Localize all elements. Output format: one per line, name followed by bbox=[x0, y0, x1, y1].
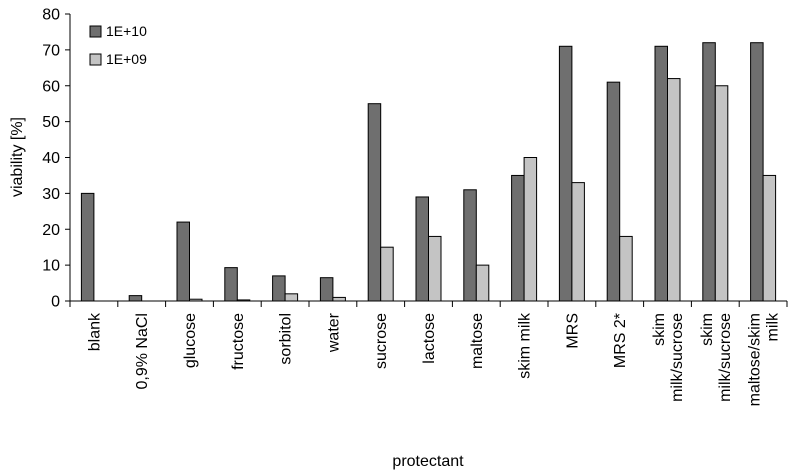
legend-label: 1E+09 bbox=[106, 51, 147, 67]
x-tick-label: fructose bbox=[230, 313, 247, 370]
x-tick-label: blank bbox=[86, 312, 103, 351]
x-tick-label-line: maltose bbox=[469, 313, 486, 369]
y-tick-label: 20 bbox=[42, 222, 60, 239]
legend-swatch bbox=[89, 53, 102, 66]
x-tick-label-line: 0,9% NaCl bbox=[134, 313, 151, 389]
legend-label: 1E+10 bbox=[106, 23, 147, 39]
bar-series-1e09 bbox=[619, 235, 633, 302]
bar-series-1e10 bbox=[606, 81, 621, 302]
x-tick-label: MRS bbox=[564, 313, 581, 349]
x-tick-label: 0,9% NaCl bbox=[134, 313, 151, 389]
legend: 1E+10 1E+09 bbox=[89, 23, 147, 67]
bar-series-1e10 bbox=[702, 42, 716, 302]
bar-series-1e10 bbox=[224, 267, 238, 302]
x-tick-label: water bbox=[325, 312, 342, 353]
bar-series-1e09 bbox=[428, 235, 442, 302]
x-tick-label: MRS 2* bbox=[612, 313, 629, 368]
bar-series-1e09 bbox=[332, 296, 346, 302]
bar-series-1e10 bbox=[80, 192, 95, 302]
x-tick-label: skim milk bbox=[517, 312, 534, 379]
bar-series-1e10 bbox=[128, 295, 143, 302]
x-tick-label: sorbitol bbox=[278, 313, 295, 365]
bar-series-1e09 bbox=[571, 182, 585, 302]
bar-series-1e09 bbox=[284, 293, 299, 302]
bars-group bbox=[80, 42, 777, 302]
x-tick-label: lactose bbox=[421, 313, 438, 364]
x-tick-label-line: MRS bbox=[564, 313, 581, 349]
x-tick-label-line: water bbox=[325, 312, 342, 353]
y-tick-label: 10 bbox=[42, 258, 60, 275]
y-axis-label: viability [%] bbox=[9, 117, 26, 197]
x-tick-label-line: glucose bbox=[182, 313, 199, 368]
bar-series-1e09 bbox=[523, 157, 538, 302]
x-tick-label-line: maltose/skim bbox=[747, 313, 764, 406]
y-tick-label: 70 bbox=[42, 42, 60, 59]
x-tick-label-line: skim milk bbox=[517, 312, 534, 379]
y-tick-label: 50 bbox=[42, 114, 60, 131]
y-tick-label: 0 bbox=[51, 294, 60, 311]
x-tick-label-line: lactose bbox=[421, 313, 438, 364]
y-axis: 0 10 20 30 40 50 60 70 80 bbox=[42, 7, 71, 311]
x-tick-label-line: blank bbox=[86, 312, 103, 351]
x-tick-label-line: sorbitol bbox=[278, 313, 295, 365]
x-axis: blank 0,9% NaCl glucose fructose sorbitol wat… bbox=[69, 300, 788, 406]
x-tick-label: skimmilk/sucrose bbox=[651, 313, 686, 402]
x-tick-label: sucrose bbox=[373, 313, 390, 369]
bar-series-1e10 bbox=[415, 196, 429, 302]
bar-series-1e09 bbox=[475, 264, 490, 302]
y-tick-label: 30 bbox=[42, 186, 60, 203]
x-tick-label-line: skim bbox=[699, 313, 716, 346]
x-tick-label-line: sucrose bbox=[373, 313, 390, 369]
x-tick-label-line: skim bbox=[651, 313, 668, 346]
bar-series-1e09 bbox=[380, 246, 394, 302]
bar-series-1e09 bbox=[667, 78, 681, 302]
bar-series-1e10 bbox=[272, 275, 286, 302]
legend-swatch bbox=[89, 25, 102, 38]
x-tick-label: glucose bbox=[182, 313, 199, 368]
x-tick-label-line: milk bbox=[765, 312, 782, 341]
bar-series-1e10 bbox=[750, 42, 764, 302]
bar-series-1e10 bbox=[319, 277, 334, 302]
y-tick-label: 40 bbox=[42, 150, 60, 167]
bar-series-1e10 bbox=[558, 45, 573, 302]
x-axis-label: protectant bbox=[392, 453, 464, 470]
y-tick-label: 80 bbox=[42, 7, 60, 24]
x-tick-label: skimmilk/sucrose bbox=[699, 313, 734, 402]
bar-series-1e09 bbox=[714, 85, 729, 302]
bar-series-1e09 bbox=[762, 174, 777, 302]
bar-series-1e10 bbox=[463, 189, 477, 302]
y-tick-label: 60 bbox=[42, 78, 60, 95]
x-tick-label-line: milk/sucrose bbox=[717, 313, 734, 402]
bar-series-1e10 bbox=[654, 45, 668, 302]
x-tick-label: maltose bbox=[469, 313, 486, 369]
x-tick-label-line: fructose bbox=[230, 313, 247, 370]
x-tick-label-line: MRS 2* bbox=[612, 313, 629, 368]
bar-series-1e10 bbox=[367, 103, 382, 302]
bar-series-1e10 bbox=[176, 221, 190, 302]
x-tick-label-line: milk/sucrose bbox=[669, 313, 686, 402]
x-tick-label: maltose/skimmilk bbox=[747, 312, 782, 406]
bar-series-1e10 bbox=[511, 174, 525, 302]
